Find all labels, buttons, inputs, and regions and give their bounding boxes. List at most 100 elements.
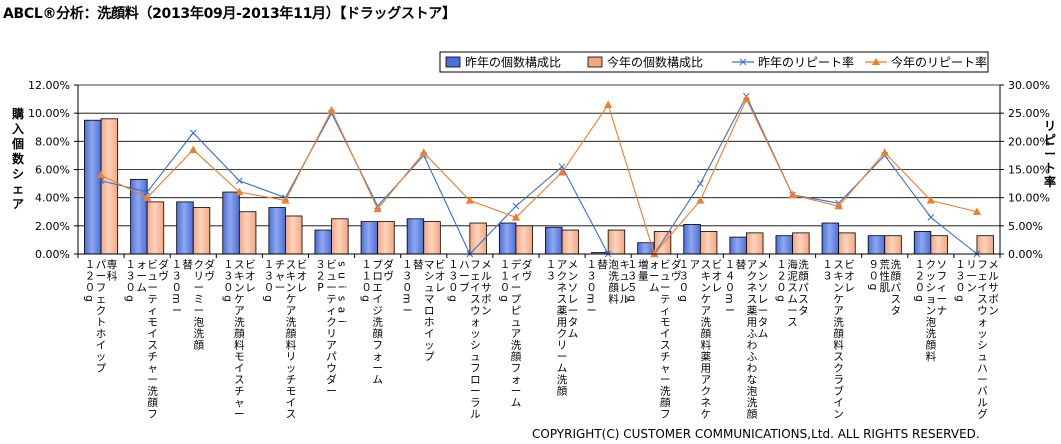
bar-this-year xyxy=(192,207,211,255)
x-tick-char: な xyxy=(747,374,758,386)
x-tick-char: ー xyxy=(511,282,522,294)
x-tick-char: 顔 xyxy=(194,339,205,352)
x-tick-char: ヴ xyxy=(158,270,169,283)
x-tick-char: ク xyxy=(833,363,844,375)
x-tick-char: ト xyxy=(96,317,107,329)
x-tick-char: ン xyxy=(234,282,245,294)
point-this-year-repeat xyxy=(235,187,244,196)
x-tick-char: ３ xyxy=(264,271,275,283)
x-tick-char: 替 xyxy=(413,258,424,271)
x-tick-char: 料 xyxy=(234,339,245,352)
x-tick-char: イ xyxy=(234,363,245,375)
x-tick-char: 顔 xyxy=(286,327,297,340)
x-tick-char: ム xyxy=(758,328,769,340)
x-tick-char: ン xyxy=(701,282,712,294)
bar-last-year xyxy=(867,235,886,255)
bar-last-year xyxy=(775,235,793,255)
x-tick-char: 料 xyxy=(926,350,937,363)
x-tick-char: ビ xyxy=(435,259,446,271)
x-tick-char: ル xyxy=(977,397,988,409)
bar-this-year xyxy=(930,235,948,255)
x-tick-char: ０ xyxy=(264,282,275,294)
x-tick-char: ス xyxy=(977,294,988,306)
point-this-year-repeat xyxy=(696,196,705,204)
x-tick-char: ３ xyxy=(679,271,690,283)
left-axis-ticks: 0.00% 2.00% 4.00% 6.00% 8.00% 10.00% 12.00% xyxy=(28,79,78,261)
x-tick-char: ョ xyxy=(926,294,937,306)
x-tick-char: s xyxy=(336,296,348,301)
x-tick-char: g xyxy=(867,284,879,291)
x-tick-char: イ xyxy=(372,294,383,306)
x-tick-char: 顔 xyxy=(747,408,758,421)
y-tick-label: 10.00% xyxy=(28,107,70,120)
x-tick-char: ー xyxy=(275,282,286,294)
point-this-year-repeat xyxy=(373,204,382,213)
x-tick-char: 科 xyxy=(107,270,118,283)
x-tick-char: ネ xyxy=(701,397,712,409)
legend-swatch-last-year-bar xyxy=(445,56,461,68)
x-tick-char: マ xyxy=(424,294,435,306)
x-tick-char: モ xyxy=(286,386,297,398)
point-this-year-repeat xyxy=(143,193,152,201)
x-tick-char: ク xyxy=(326,317,337,329)
x-tick-char: 薬 xyxy=(747,305,758,317)
x-tick-char: １ xyxy=(223,259,234,271)
right-axis-ticks: 0.00% 5.00% 10.00% 15.00% 20.00% 25.00% 30.00% xyxy=(1000,79,1050,261)
x-tick-char: ス xyxy=(470,294,481,306)
point-this-year-repeat xyxy=(465,196,474,204)
x-tick-char: 用 xyxy=(557,317,568,329)
bar-last-year xyxy=(176,201,194,255)
x-tick-char: ン xyxy=(833,282,844,294)
x-tick-char: ー xyxy=(326,282,337,294)
x-tick-char: イ xyxy=(833,397,844,409)
x-tick-char: １ xyxy=(361,259,372,271)
x-tick-char: 替 xyxy=(736,258,747,271)
y-tick-label: 4.00% xyxy=(35,192,70,205)
x-tick-char: ３ xyxy=(586,271,597,283)
x-tick-char: ソ xyxy=(758,282,769,294)
left-axis-label-char: 購 xyxy=(11,106,24,121)
x-tick-char: パ xyxy=(326,351,337,363)
x-tick-char: フ xyxy=(511,363,522,375)
x-tick-char: m xyxy=(170,293,182,303)
y-tick-label: 12.00% xyxy=(28,79,70,92)
x-tick-char: ５ xyxy=(627,282,638,294)
bar-this-year xyxy=(377,221,395,255)
x-tick-char: モ xyxy=(234,351,245,363)
x-tick-char: ア xyxy=(511,328,522,340)
x-tick-char: 性 xyxy=(880,270,891,283)
x-tick-char: フ xyxy=(977,259,988,271)
x-tick-char: ケ xyxy=(701,294,712,306)
x-tick-char: キ xyxy=(619,259,630,271)
bar-this-year xyxy=(699,231,718,255)
x-tick-char: わ xyxy=(747,363,758,375)
x-tick-char: ー xyxy=(660,374,671,386)
x-tick-char: １ xyxy=(955,259,966,271)
x-tick-char: ス xyxy=(798,294,809,306)
x-tick-char: ス xyxy=(147,340,158,352)
x-tick-char: ホ xyxy=(96,328,107,340)
point-this-year-repeat xyxy=(419,148,428,156)
x-tick-char: ０ xyxy=(586,282,597,294)
x-tick-char: 薬 xyxy=(557,305,568,317)
x-tick-char: 用 xyxy=(747,317,758,329)
x-tick-char: リ xyxy=(286,351,297,363)
y2-tick-label: 30.00% xyxy=(1008,79,1050,92)
x-tick-char: 替 xyxy=(597,258,608,271)
x-tick-char: プ xyxy=(511,294,522,306)
x-tick-char: オ xyxy=(297,271,308,283)
legend-swatch-this-year-bar xyxy=(587,56,603,68)
x-tick-char: ス xyxy=(557,294,568,306)
bar-this-year xyxy=(746,232,764,255)
x-tick-char: イ xyxy=(470,282,481,294)
x-tick-char: ュ xyxy=(326,271,337,283)
bar-last-year xyxy=(821,222,840,255)
x-tick-char: ン xyxy=(481,305,492,317)
x-tick-char: ー xyxy=(511,386,522,398)
x-tick-char: ィ xyxy=(937,282,948,294)
